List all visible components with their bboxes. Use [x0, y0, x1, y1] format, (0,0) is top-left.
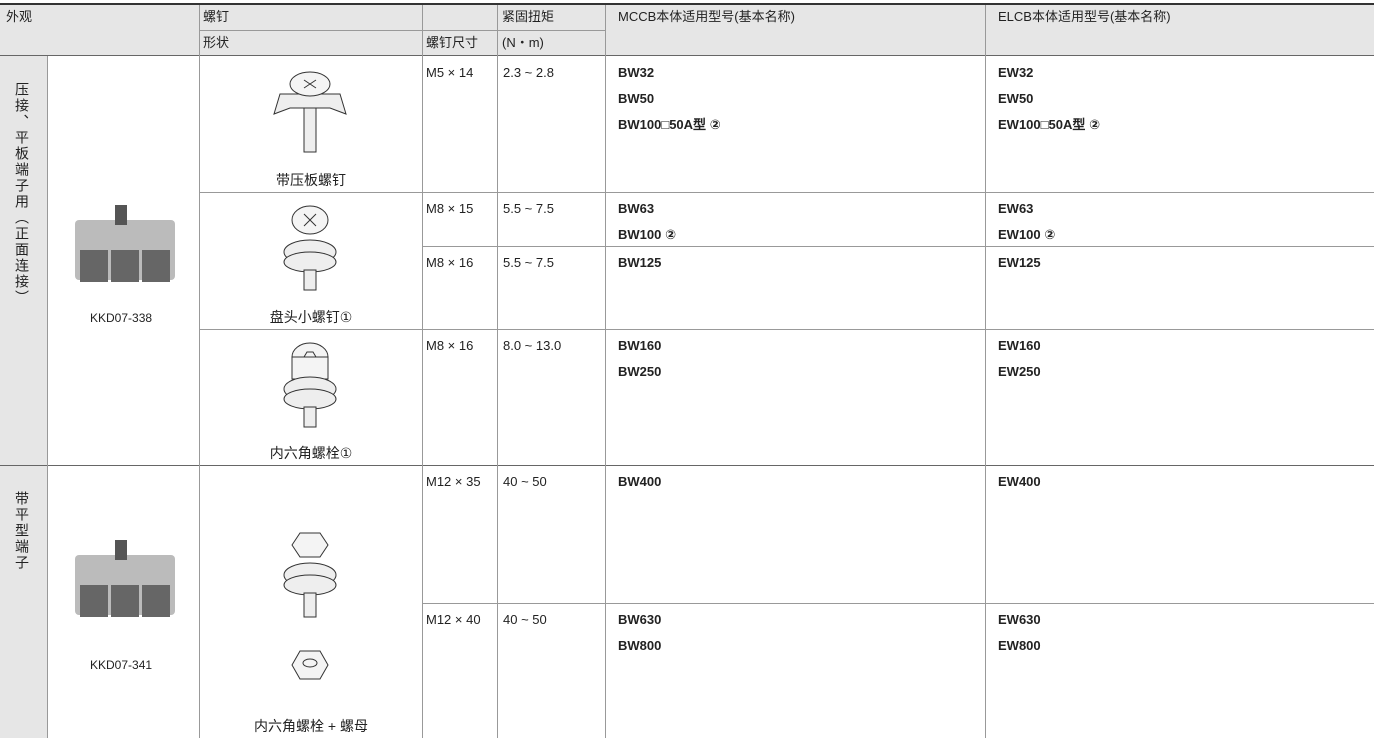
breaker-photo	[75, 540, 175, 617]
header-cell: (N・m)	[502, 35, 544, 50]
elcb-model: EW50	[998, 91, 1034, 106]
mccb-model: BW160	[618, 338, 662, 353]
rule	[497, 5, 498, 738]
elcb-model: EW63	[998, 201, 1034, 216]
screw-size: M8 × 16	[426, 338, 474, 353]
header-cell: ELCB本体适用型号(基本名称)	[998, 9, 1171, 24]
elcb-model: EW32	[998, 65, 1034, 80]
elcb-model: EW125	[998, 255, 1041, 270]
rule	[199, 329, 1374, 330]
header-cell: 螺钉	[203, 9, 230, 24]
breaker-photo	[75, 205, 175, 282]
header-cell: 紧固扭矩	[502, 9, 555, 24]
elcb-model: EW100 ②	[998, 227, 1056, 242]
screw-drawing	[273, 71, 347, 153]
mccb-model: BW400	[618, 474, 662, 489]
header-cell: 螺钉尺寸	[426, 35, 479, 50]
mccb-model: BW125	[618, 255, 662, 270]
rule	[605, 5, 606, 738]
torque: 8.0 ~ 13.0	[503, 338, 562, 353]
shape-caption: 内六角螺栓 + 螺母	[254, 718, 368, 734]
elcb-model: EW100□50A型 ②	[998, 117, 1100, 132]
header-cell: 外观	[6, 9, 33, 24]
label-col-bg	[0, 56, 47, 738]
image-code: KKD07-341	[90, 658, 153, 672]
rule	[422, 5, 423, 738]
shape-caption: 内六角螺栓①	[269, 445, 353, 461]
elcb-model: EW400	[998, 474, 1041, 489]
rule	[0, 55, 1374, 56]
torque: 5.5 ~ 7.5	[503, 201, 554, 216]
group-label: 带平型端子	[14, 491, 30, 571]
screw-drawing	[283, 342, 337, 428]
mccb-model: BW630	[618, 612, 662, 627]
image-code: KKD07-338	[90, 311, 153, 325]
rule	[199, 192, 1374, 193]
shape-caption: 带压板螺钉	[276, 172, 346, 188]
header-cell: 形状	[203, 35, 230, 50]
rule	[199, 5, 200, 738]
rule	[422, 246, 1374, 247]
screw-drawing	[283, 205, 337, 291]
screw-size: M5 × 14	[426, 65, 474, 80]
mccb-model: BW250	[618, 364, 662, 379]
rule	[0, 3, 1374, 5]
rule	[199, 30, 605, 31]
torque: 40 ~ 50	[503, 612, 547, 627]
screw-size: M12 × 40	[426, 612, 481, 627]
group-label: 压接、平板端子用（正面连接）	[14, 82, 30, 306]
elcb-model: EW800	[998, 638, 1041, 653]
mccb-model: BW63	[618, 201, 655, 216]
rule	[985, 5, 986, 738]
torque: 2.3 ~ 2.8	[503, 65, 554, 80]
mccb-model: BW800	[618, 638, 662, 653]
screw-drawing	[283, 532, 337, 680]
mccb-model: BW100 ②	[618, 227, 676, 242]
rule	[422, 30, 423, 56]
mccb-model: BW100□50A型 ②	[618, 117, 721, 132]
torque: 5.5 ~ 7.5	[503, 255, 554, 270]
mccb-model: BW32	[618, 65, 655, 80]
rule	[422, 603, 1374, 604]
screw-size: M8 × 16	[426, 255, 474, 270]
elcb-model: EW630	[998, 612, 1041, 627]
header-cell: MCCB本体适用型号(基本名称)	[618, 9, 795, 24]
rule	[0, 465, 1374, 466]
mccb-model: BW50	[618, 91, 655, 106]
screw-size: M8 × 15	[426, 201, 474, 216]
elcb-model: EW250	[998, 364, 1041, 379]
shape-caption: 盘头小螺钉①	[269, 309, 353, 325]
elcb-model: EW160	[998, 338, 1041, 353]
screw-size: M12 × 35	[426, 474, 481, 489]
rule	[47, 56, 48, 738]
torque: 40 ~ 50	[503, 474, 547, 489]
